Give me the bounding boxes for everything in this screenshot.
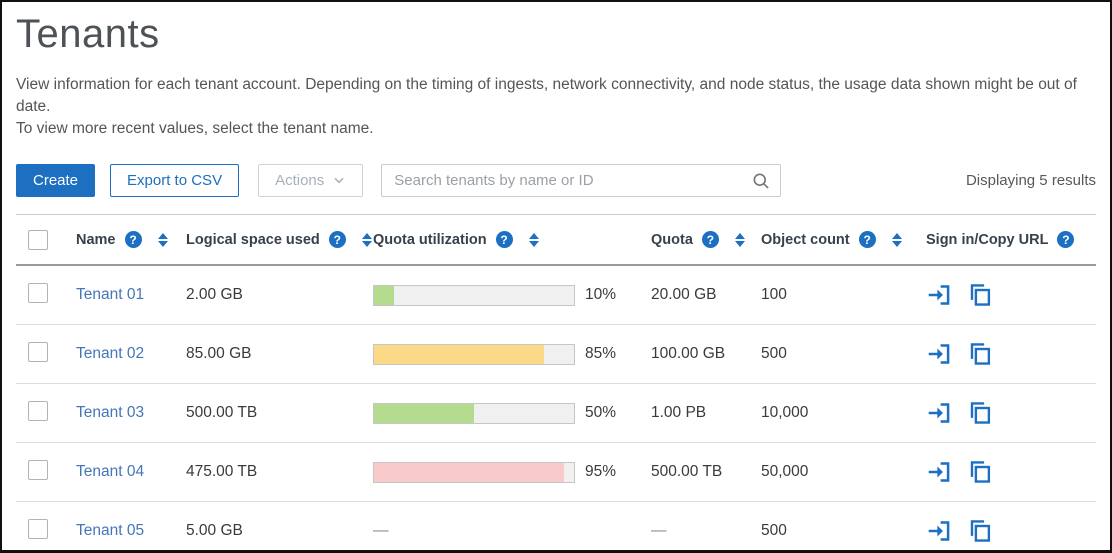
table-header-row: Name ? Logical space used ? Quota utiliz… [16,215,1096,266]
toolbar: Create Export to CSV Actions Displaying … [16,163,1096,197]
help-icon[interactable]: ? [124,231,142,248]
actions-button-label: Actions [275,171,325,189]
quota-utilization-percent: 85% [585,345,617,362]
table-row: Tenant 05 5.00 GB — — 500 [16,502,1096,550]
create-button[interactable]: Create [16,163,96,197]
quota-value: 100.00 GB [651,345,726,362]
row-checkbox[interactable] [28,282,48,303]
column-header-object-count[interactable]: Object count [761,231,850,248]
quota-utilization-bar [373,402,575,424]
table-row: Tenant 01 2.00 GB 10% 20.00 GB 100 [16,266,1096,325]
quota-value: 500.00 TB [651,463,723,480]
object-count-value: 500 [761,522,787,539]
results-count: Displaying 5 results [965,171,1096,189]
copy-url-button[interactable] [967,282,993,308]
quota-utilization-fill [374,403,474,423]
actions-button[interactable]: Actions [258,163,364,197]
quota-value: — [651,522,667,539]
logical-space-value: 475.00 TB [186,463,258,480]
page-description: View information for each tenant account… [16,74,1096,140]
quota-utilization-fill [374,285,394,305]
table-row: Tenant 03 500.00 TB 50% 1.00 PB 10,000 [16,384,1096,443]
sort-icon[interactable] [361,232,372,247]
quota-utilization-fill [374,462,564,482]
signin-button[interactable] [926,341,952,367]
signin-button[interactable] [926,518,952,544]
sort-icon[interactable] [891,232,902,247]
description-line-1: View information for each tenant account… [16,76,1077,115]
sort-icon[interactable] [734,232,745,247]
logical-space-value: 500.00 TB [186,404,258,421]
row-checkbox[interactable] [28,341,48,362]
column-header-logical-space[interactable]: Logical space used [186,231,320,248]
search-icon[interactable] [751,171,771,196]
table-row: Tenant 02 85.00 GB 85% 100.00 GB 500 [16,325,1096,384]
copy-url-button[interactable] [967,518,993,544]
search-input[interactable] [381,163,782,197]
quota-utilization-bar [373,284,575,306]
quota-utilization-bar [373,461,575,483]
description-line-2: To view more recent values, select the t… [16,120,374,137]
logical-space-value: 85.00 GB [186,345,252,362]
signin-button[interactable] [926,400,952,426]
column-header-signin-copy-url: Sign in/Copy URL [926,231,1049,248]
tenants-table: Name ? Logical space used ? Quota utiliz… [16,214,1096,550]
copy-url-button[interactable] [967,459,993,485]
object-count-value: 500 [761,345,787,362]
help-icon[interactable]: ? [1057,231,1075,248]
copy-url-button[interactable] [967,341,993,367]
help-icon[interactable]: ? [495,231,513,248]
column-header-quota-utilization[interactable]: Quota utilization [373,231,487,248]
quota-utilization-bar [373,343,575,365]
signin-button[interactable] [926,282,952,308]
table-row: Tenant 04 475.00 TB 95% 500.00 TB 50,000 [16,443,1096,502]
quota-utilization-empty: — [373,522,389,539]
select-all-checkbox[interactable] [28,229,48,250]
tenant-link[interactable]: Tenant 05 [76,522,145,539]
quota-utilization-fill [374,344,544,364]
help-icon[interactable]: ? [858,231,876,248]
object-count-value: 100 [761,286,787,303]
quota-value: 20.00 GB [651,286,717,303]
tenant-link[interactable]: Tenant 03 [76,404,145,421]
quota-utilization-percent: 50% [585,404,617,421]
search-box [381,163,782,197]
quota-utilization-percent: 10% [585,286,617,303]
help-icon[interactable]: ? [328,231,346,248]
quota-utilization-percent: 95% [585,463,617,480]
quota-value: 1.00 PB [651,404,707,421]
row-checkbox[interactable] [28,518,48,539]
tenant-link[interactable]: Tenant 04 [76,463,145,480]
sort-icon[interactable] [528,232,539,247]
sort-icon[interactable] [157,232,168,247]
logical-space-value: 5.00 GB [186,522,243,539]
row-checkbox[interactable] [28,400,48,421]
tenant-link[interactable]: Tenant 02 [76,345,145,362]
export-csv-button[interactable]: Export to CSV [110,163,240,197]
chevron-down-icon [332,173,346,187]
page-title: Tenants [16,12,160,56]
signin-button[interactable] [926,459,952,485]
tenant-link[interactable]: Tenant 01 [76,286,145,303]
logical-space-value: 2.00 GB [186,286,243,303]
copy-url-button[interactable] [967,400,993,426]
object-count-value: 50,000 [761,463,809,480]
object-count-value: 10,000 [761,404,809,421]
row-checkbox[interactable] [28,459,48,480]
column-header-name[interactable]: Name [76,231,116,248]
column-header-quota[interactable]: Quota [651,231,693,248]
help-icon[interactable]: ? [701,231,719,248]
